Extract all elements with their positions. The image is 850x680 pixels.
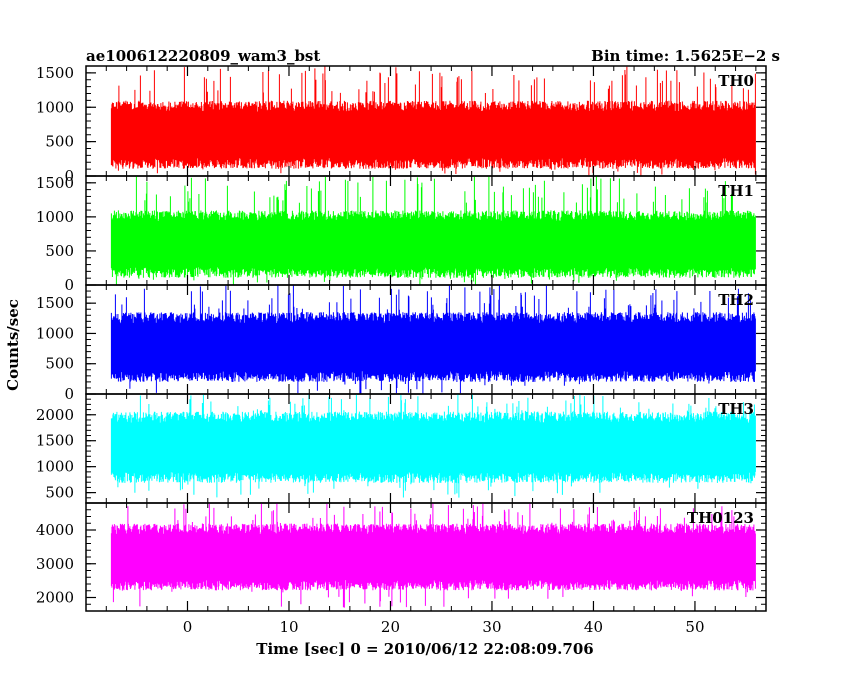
x-tick-label: 30 bbox=[482, 618, 501, 636]
y-axis-label: Counts/sec bbox=[4, 299, 22, 391]
x-tick-label: 10 bbox=[279, 618, 298, 636]
y-tick-label: 1000 bbox=[36, 208, 74, 226]
panel-th0123: 2000 3000 4000 TH0123 bbox=[36, 502, 767, 612]
panel-label: TH0 bbox=[718, 72, 754, 90]
series-th2 bbox=[110, 285, 756, 394]
panel-th3: 500 1000 1500 2000 TH3 bbox=[36, 393, 767, 504]
panel-th0: 0 500 1000 1500 TH0 bbox=[36, 64, 767, 185]
y-tick-label: 2000 bbox=[36, 406, 74, 424]
x-tick-label: 40 bbox=[584, 618, 603, 636]
series-th0 bbox=[110, 66, 756, 176]
y-tick-label: 1000 bbox=[36, 458, 74, 476]
series-th3 bbox=[110, 394, 756, 498]
series-th0123 bbox=[110, 503, 756, 608]
y-tick-label: 1500 bbox=[36, 432, 74, 450]
panel-th1: 0 500 1000 1500 TH1 bbox=[36, 174, 767, 294]
x-tick-label: 50 bbox=[685, 618, 704, 636]
y-tick-label: 1000 bbox=[36, 324, 74, 342]
chart-title-left: ae100612220809_wam3_bst bbox=[86, 47, 320, 65]
y-tick-label: 500 bbox=[45, 242, 74, 260]
panel-label: TH1 bbox=[718, 182, 754, 200]
y-tick-label: 500 bbox=[45, 355, 74, 373]
y-tick-label: 2000 bbox=[36, 589, 74, 607]
x-tick-label: 0 bbox=[183, 618, 193, 636]
x-axis-label: Time [sec] 0 = 2010/06/12 22:08:09.706 bbox=[256, 640, 593, 658]
y-tick-label: 0 bbox=[64, 276, 74, 294]
y-tick-label: 0 bbox=[64, 385, 74, 403]
y-tick-label: 0 bbox=[64, 167, 74, 185]
panel-label: TH3 bbox=[718, 400, 754, 418]
y-tick-label: 1500 bbox=[36, 174, 74, 192]
y-tick-label: 1000 bbox=[36, 98, 74, 116]
panel-label: TH2 bbox=[718, 291, 754, 309]
panel-label: TH0123 bbox=[687, 509, 754, 527]
y-tick-label: 500 bbox=[45, 133, 74, 151]
y-tick-label: 1500 bbox=[36, 64, 74, 82]
x-tick-label: 20 bbox=[381, 618, 400, 636]
y-tick-label: 1500 bbox=[36, 294, 74, 312]
panel-th2: 0 500 1000 1500 TH2 bbox=[36, 284, 767, 403]
y-tick-label: 500 bbox=[45, 484, 74, 502]
chart-title-right: Bin time: 1.5625E−2 s bbox=[591, 47, 780, 65]
y-tick-label: 3000 bbox=[36, 555, 74, 573]
y-tick-label: 4000 bbox=[36, 521, 74, 539]
series-th1 bbox=[110, 176, 756, 285]
